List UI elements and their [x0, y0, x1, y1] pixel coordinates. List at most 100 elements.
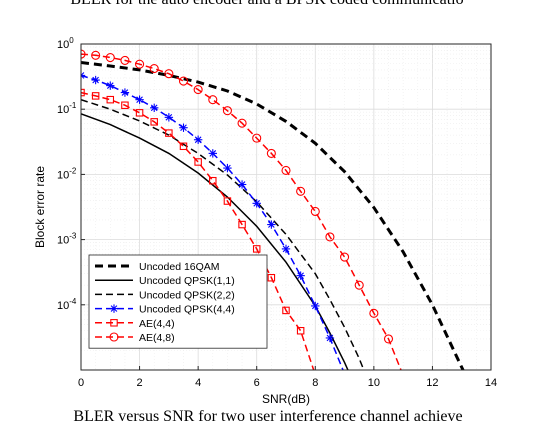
data-point-ae-4-8 — [340, 252, 350, 262]
series-line-uncoded-16qam — [81, 61, 465, 370]
series-uncoded-qpsk-1-1 — [81, 113, 349, 370]
data-point-ae-4-4 — [296, 326, 305, 335]
x-tick-label: 12 — [426, 377, 438, 389]
figure-caption: BLER versus SNR for two user interferenc… — [73, 408, 463, 425]
data-point-ae-4-4 — [209, 176, 217, 185]
y-tick-exponent: -1 — [69, 101, 77, 110]
data-point-ae-4-4 — [91, 92, 100, 100]
x-tick-label: 0 — [78, 377, 84, 389]
data-point-ae-4-8 — [81, 49, 86, 59]
legend-item-uncoded-qpsk-4-4: Uncoded QPSK(4,4) — [95, 304, 235, 316]
data-point-uncoded-qpsk-4-4 — [223, 163, 232, 173]
series-uncoded-qpsk-4-4 — [81, 71, 344, 370]
data-point-ae-4-4 — [106, 95, 115, 104]
data-point-uncoded-qpsk-4-4 — [267, 220, 276, 229]
legend-item-uncoded-16qam: Uncoded 16QAM — [95, 261, 220, 273]
data-point-uncoded-qpsk-4-4 — [325, 333, 335, 343]
x-tick-label: 6 — [254, 377, 260, 389]
data-point-uncoded-qpsk-4-4 — [311, 301, 320, 311]
series-ae-4-8 — [81, 49, 402, 370]
legend-marker — [109, 304, 119, 313]
y-tick-exponent: -2 — [69, 166, 77, 175]
data-point-ae-4-8 — [135, 59, 145, 69]
legend-box — [88, 254, 268, 349]
data-point-uncoded-qpsk-4-4 — [179, 123, 188, 132]
data-point-uncoded-qpsk-4-4 — [150, 103, 159, 113]
data-point-uncoded-qpsk-4-4 — [81, 71, 86, 80]
legend-label: AE(4,8) — [139, 332, 175, 344]
series-uncoded-16qam — [81, 61, 465, 370]
y-tick-base: 10 — [57, 39, 69, 51]
data-point-ae-4-8 — [252, 133, 262, 143]
data-point-uncoded-qpsk-4-4 — [91, 75, 100, 85]
data-point-uncoded-qpsk-4-4 — [296, 271, 305, 280]
data-point-ae-4-8 — [266, 148, 276, 158]
data-point-uncoded-qpsk-4-4 — [252, 199, 261, 208]
legend-marker — [109, 332, 119, 342]
data-point-uncoded-qpsk-4-4 — [281, 244, 291, 254]
data-point-ae-4-8 — [237, 118, 247, 128]
data-point-ae-4-4 — [165, 129, 173, 137]
y-tick-label: 10-4 — [57, 297, 77, 312]
series-ae-4-4 — [81, 88, 315, 370]
data-point-ae-4-8 — [164, 69, 174, 79]
legend-item-ae-4-4: AE(4,4) — [95, 318, 175, 330]
legend-label: Uncoded QPSK(4,4) — [139, 304, 235, 316]
y-tick-label: 10-1 — [57, 101, 77, 116]
data-point-ae-4-4 — [179, 142, 188, 151]
data-point-ae-4-8 — [120, 55, 130, 65]
data-point-ae-4-4 — [135, 109, 144, 117]
grid — [80, 43, 492, 371]
x-tick-label: 4 — [195, 377, 201, 389]
y-tick-base: 10 — [57, 235, 69, 247]
data-point-ae-4-4 — [267, 273, 276, 282]
y-tick-base: 10 — [57, 300, 69, 312]
series-line-uncoded-qpsk-2-2 — [81, 98, 365, 370]
series-uncoded-qpsk-2-2 — [81, 98, 365, 370]
legend-label: Uncoded QPSK(1,1) — [139, 275, 235, 287]
y-tick-label: 10-2 — [57, 166, 77, 181]
data-point-ae-4-8 — [105, 52, 115, 63]
data-point-ae-4-8 — [325, 232, 335, 242]
data-point-uncoded-qpsk-4-4 — [120, 88, 130, 97]
data-point-ae-4-8 — [222, 106, 232, 116]
data-point-ae-4-8 — [178, 76, 189, 86]
data-point-ae-4-8 — [149, 64, 159, 74]
x-tick-label: 2 — [137, 377, 143, 389]
data-point-uncoded-qpsk-4-4 — [237, 180, 247, 189]
data-point-ae-4-4 — [238, 220, 246, 229]
data-point-ae-4-8 — [208, 95, 218, 105]
data-point-uncoded-qpsk-4-4 — [208, 149, 217, 158]
series-line-ae-4-8 — [81, 53, 402, 370]
x-tick-label: 8 — [312, 377, 318, 389]
data-point-ae-4-8 — [296, 186, 306, 196]
data-point-uncoded-qpsk-4-4 — [193, 135, 203, 144]
data-point-ae-4-8 — [369, 308, 379, 318]
legend-item-uncoded-qpsk-1-1: Uncoded QPSK(1,1) — [95, 275, 235, 287]
y-tick-label: 100 — [57, 36, 74, 51]
y-tick-label: 10-3 — [57, 232, 77, 247]
data-point-ae-4-4 — [282, 306, 290, 315]
data-point-ae-4-8 — [193, 85, 203, 95]
data-point-ae-4-4 — [252, 245, 261, 253]
data-point-uncoded-qpsk-4-4 — [135, 95, 144, 104]
x-tick-label: 14 — [485, 377, 497, 389]
legend-label: Uncoded QPSK(2,2) — [139, 289, 235, 301]
legend-label: Uncoded 16QAM — [139, 261, 220, 273]
series-layer — [81, 49, 465, 370]
data-point-uncoded-qpsk-4-4 — [106, 81, 115, 90]
y-axis-label: Block error rate — [33, 166, 47, 248]
data-point-uncoded-qpsk-4-4 — [164, 113, 174, 122]
y-tick-base: 10 — [57, 169, 69, 181]
data-point-ae-4-4 — [121, 101, 129, 109]
data-point-ae-4-8 — [354, 280, 364, 290]
y-tick-base: 10 — [57, 104, 69, 116]
data-point-ae-4-8 — [281, 165, 291, 175]
data-point-ae-4-4 — [150, 118, 158, 126]
y-tick-exponent: 0 — [69, 36, 74, 45]
legend-marker — [110, 319, 118, 327]
data-point-ae-4-8 — [310, 206, 320, 217]
series-line-uncoded-qpsk-4-4 — [81, 74, 344, 370]
